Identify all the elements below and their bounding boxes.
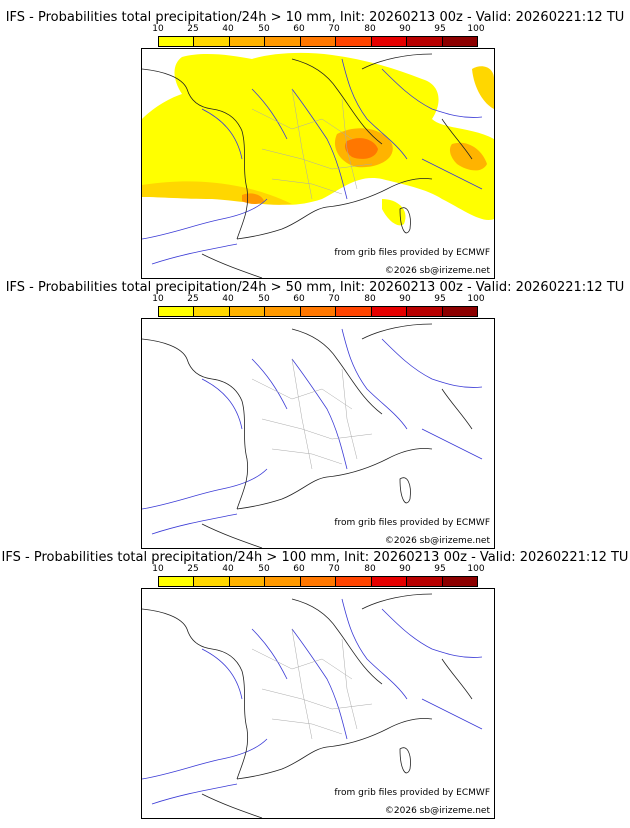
colorbar-tick: 10 — [152, 24, 164, 34]
panel-title: IFS - Probabilities total precipitation/… — [5, 280, 625, 295]
colorbar-tick: 50 — [258, 24, 270, 34]
map-canvas — [142, 52, 494, 278]
colorbar-tick: 80 — [364, 294, 376, 304]
panel-50mm: IFS - Probabilities total precipitation/… — [0, 270, 630, 549]
map[interactable]: from grib files provided by ECMWF ©2026 … — [141, 318, 495, 549]
colorbar-tick: 50 — [258, 564, 270, 574]
colorbar-tick: 80 — [364, 24, 376, 34]
panel-10mm: IFS - Probabilities total precipitation/… — [0, 0, 630, 279]
copyright: ©2026 sb@irizeme.net — [384, 536, 490, 546]
coastlines — [142, 323, 473, 548]
colorbar-tick: 95 — [434, 294, 446, 304]
map[interactable]: from grib files provided by ECMWF ©2026 … — [141, 48, 495, 279]
colorbar-tick: 95 — [434, 564, 446, 574]
colorbar-tick: 40 — [222, 294, 234, 304]
colorbar-tick: 90 — [399, 24, 411, 34]
coastlines — [142, 593, 473, 818]
colorbar-tick: 70 — [328, 564, 340, 574]
panel-title: IFS - Probabilities total precipitation/… — [5, 10, 625, 25]
colorbar — [158, 36, 478, 47]
admin-borders — [251, 358, 373, 470]
source-credit: from grib files provided by ECMWF — [334, 518, 490, 528]
rivers — [142, 58, 483, 265]
colorbar-segment — [371, 37, 408, 46]
colorbar-tick: 90 — [399, 294, 411, 304]
precip-layer — [142, 52, 494, 226]
source-credit: from grib files provided by ECMWF — [334, 788, 490, 798]
colorbar-tick: 60 — [293, 24, 305, 34]
colorbar-tick: 70 — [328, 24, 340, 34]
colorbar-tick: 70 — [328, 294, 340, 304]
admin-borders — [251, 88, 373, 200]
colorbar-tick: 50 — [258, 294, 270, 304]
colorbar-tick: 10 — [152, 294, 164, 304]
map-canvas — [142, 593, 483, 818]
colorbar-segment — [229, 577, 266, 586]
rivers — [142, 328, 483, 535]
colorbar-segment — [407, 307, 443, 316]
colorbar-tick: 95 — [434, 24, 446, 34]
colorbar-tick: 25 — [187, 24, 199, 34]
colorbar-segment — [194, 307, 230, 316]
colorbar-segment — [442, 307, 477, 316]
colorbar-segment — [407, 577, 443, 586]
colorbar-segment — [300, 37, 337, 46]
copyright: ©2026 sb@irizeme.net — [384, 806, 490, 816]
colorbar-tick: 80 — [364, 564, 376, 574]
colorbar — [158, 306, 478, 317]
colorbar-segment — [336, 37, 372, 46]
colorbar-segment — [229, 37, 266, 46]
colorbar-segment — [159, 37, 195, 46]
colorbar-segment — [300, 307, 337, 316]
colorbar-tick: 60 — [293, 294, 305, 304]
panel-100mm: IFS - Probabilities total precipitation/… — [0, 540, 630, 819]
colorbar-tick: 25 — [187, 564, 199, 574]
colorbar-segment — [371, 307, 408, 316]
colorbar-segment — [194, 577, 230, 586]
source-credit: from grib files provided by ECMWF — [334, 248, 490, 258]
coastlines — [142, 53, 473, 278]
colorbar-segment — [442, 37, 477, 46]
colorbar-segment — [442, 577, 477, 586]
colorbar-segment — [265, 577, 301, 586]
map-canvas — [142, 323, 483, 548]
colorbar-segment — [336, 577, 372, 586]
colorbar-tick: 100 — [467, 564, 485, 574]
colorbar-tick: 90 — [399, 564, 411, 574]
colorbar-tick: 10 — [152, 564, 164, 574]
colorbar-tick: 100 — [467, 294, 485, 304]
colorbar-tick: 100 — [467, 24, 485, 34]
colorbar-tick: 25 — [187, 294, 199, 304]
colorbar-tick: 40 — [222, 564, 234, 574]
colorbar-segment — [300, 577, 337, 586]
colorbar-segment — [265, 307, 301, 316]
admin-borders — [251, 628, 373, 740]
map[interactable]: from grib files provided by ECMWF ©2026 … — [141, 588, 495, 819]
colorbar-tick: 60 — [293, 564, 305, 574]
rivers — [142, 598, 483, 805]
colorbar-segment — [336, 307, 372, 316]
colorbar-segment — [194, 37, 230, 46]
colorbar-segment — [371, 577, 408, 586]
colorbar — [158, 576, 478, 587]
panel-title: IFS - Probabilities total precipitation/… — [1, 550, 629, 565]
colorbar-segment — [265, 37, 301, 46]
copyright: ©2026 sb@irizeme.net — [384, 266, 490, 276]
colorbar-segment — [407, 37, 443, 46]
colorbar-segment — [159, 577, 195, 586]
colorbar-segment — [229, 307, 266, 316]
colorbar-segment — [159, 307, 195, 316]
colorbar-tick: 40 — [222, 24, 234, 34]
